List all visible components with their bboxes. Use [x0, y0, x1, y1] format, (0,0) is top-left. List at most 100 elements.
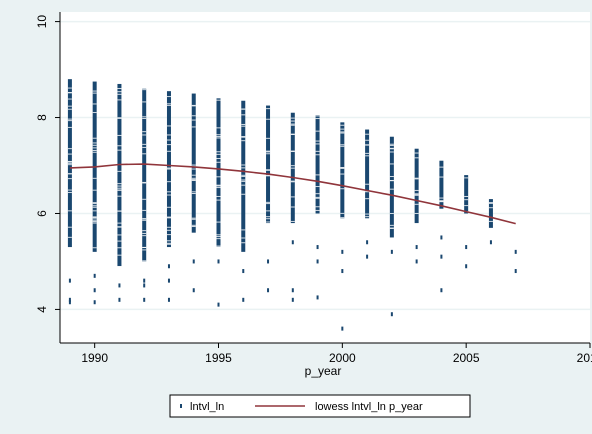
- scatter-gap: [389, 147, 394, 149]
- scatter-point: [143, 283, 146, 288]
- legend-marker-scatter: [180, 404, 182, 408]
- scatter-gap: [216, 236, 221, 238]
- scatter-gap: [67, 118, 72, 120]
- scatter-gap: [266, 150, 271, 152]
- scatter-gap: [340, 131, 345, 133]
- y-tick-label: 4: [35, 306, 49, 313]
- scatter-gap: [191, 218, 196, 220]
- scatter-gap: [67, 148, 72, 150]
- scatter-gap: [488, 202, 493, 204]
- scatter-gap: [67, 161, 72, 163]
- scatter-gap: [216, 245, 221, 247]
- scatter-gap: [142, 117, 147, 119]
- scatter-point: [192, 259, 195, 264]
- x-tick-label: 2010: [577, 351, 592, 365]
- x-axis-title: p_year: [305, 364, 342, 378]
- scatter-gap: [290, 196, 295, 198]
- scatter-point-column: [439, 160, 444, 209]
- scatter-gap: [241, 184, 246, 186]
- scatter-gap: [266, 153, 271, 155]
- scatter-gap: [117, 91, 122, 93]
- scatter-gap: [92, 206, 97, 208]
- scatter-gap: [191, 226, 196, 228]
- scatter-gap: [92, 218, 97, 220]
- scatter-gap: [488, 207, 493, 209]
- scatter-gap: [92, 90, 97, 92]
- scatter-gap: [365, 183, 370, 185]
- scatter-gap: [67, 120, 72, 122]
- scatter-gap: [117, 170, 122, 172]
- scatter-gap: [290, 124, 295, 126]
- scatter-gap: [216, 199, 221, 201]
- scatter-point: [167, 264, 170, 269]
- scatter-gap: [315, 150, 320, 152]
- scatter-gap: [166, 181, 171, 183]
- scatter-gap: [166, 168, 171, 170]
- scatter-gap: [340, 145, 345, 147]
- scatter-gap: [117, 247, 122, 249]
- scatter-gap: [117, 222, 122, 224]
- scatter-gap: [92, 222, 97, 224]
- scatter-gap: [290, 206, 295, 208]
- scatter-point: [366, 240, 369, 245]
- scatter-point: [316, 259, 319, 264]
- scatter-gap: [191, 217, 196, 219]
- scatter-gap: [241, 136, 246, 138]
- scatter-gap: [241, 193, 246, 195]
- scatter-gap: [92, 103, 97, 105]
- legend-label-lowess: lowess lntvl_ln p_year: [315, 401, 423, 413]
- scatter-point: [118, 283, 121, 288]
- scatter-gap: [241, 125, 246, 127]
- scatter-gap: [414, 177, 419, 179]
- scatter-gap: [389, 143, 394, 145]
- scatter-gap: [241, 237, 246, 239]
- scatter-gap: [315, 174, 320, 176]
- axes: [59, 12, 590, 344]
- scatter-gap: [191, 193, 196, 195]
- scatter-gap: [67, 210, 72, 212]
- scatter-point: [465, 245, 468, 250]
- scatter-point: [390, 312, 393, 317]
- scatter-gap: [340, 167, 345, 169]
- scatter-gap: [464, 199, 469, 201]
- scatter-gap: [67, 173, 72, 175]
- scatter-gap: [414, 212, 419, 214]
- scatter-gap: [340, 128, 345, 130]
- x-tick-label: 2005: [453, 351, 480, 365]
- scatter-gap: [266, 137, 271, 139]
- scatter-point: [291, 240, 294, 245]
- scatter-gap: [92, 202, 97, 204]
- scatter-gap: [216, 137, 221, 139]
- scatter-gap: [92, 151, 97, 153]
- scatter-gap: [166, 125, 171, 127]
- scatter-gap: [241, 123, 246, 125]
- scatter-point: [68, 297, 71, 302]
- scatter-gap: [92, 220, 97, 222]
- scatter-gap: [216, 238, 221, 240]
- scatter-point: [341, 326, 344, 331]
- scatter-gap: [117, 117, 122, 119]
- scatter-point: [465, 264, 468, 269]
- scatter-gap: [166, 103, 171, 105]
- scatter-gap: [92, 142, 97, 144]
- scatter-gap: [439, 176, 444, 178]
- scatter-point: [489, 240, 492, 245]
- scatter-gap: [241, 175, 246, 177]
- scatter-point: [316, 295, 319, 300]
- scatter-point: [167, 278, 170, 283]
- scatter-point: [93, 288, 96, 293]
- scatter-gap: [67, 164, 72, 166]
- scatter-gap: [414, 193, 419, 195]
- scatter-gap: [191, 179, 196, 181]
- legend: lntvl_ln lowess lntvl_ln p_year: [169, 394, 471, 418]
- scatter-gap: [241, 114, 246, 116]
- scatter-gap: [266, 118, 271, 120]
- scatter-gap: [216, 176, 221, 178]
- scatter-point: [267, 288, 270, 293]
- scatter-point: [415, 245, 418, 250]
- scatter-gap: [67, 92, 72, 94]
- scatter-gap: [389, 224, 394, 226]
- scatter-gap: [142, 116, 147, 118]
- scatter-gap: [67, 226, 72, 228]
- scatter-gap: [117, 99, 122, 101]
